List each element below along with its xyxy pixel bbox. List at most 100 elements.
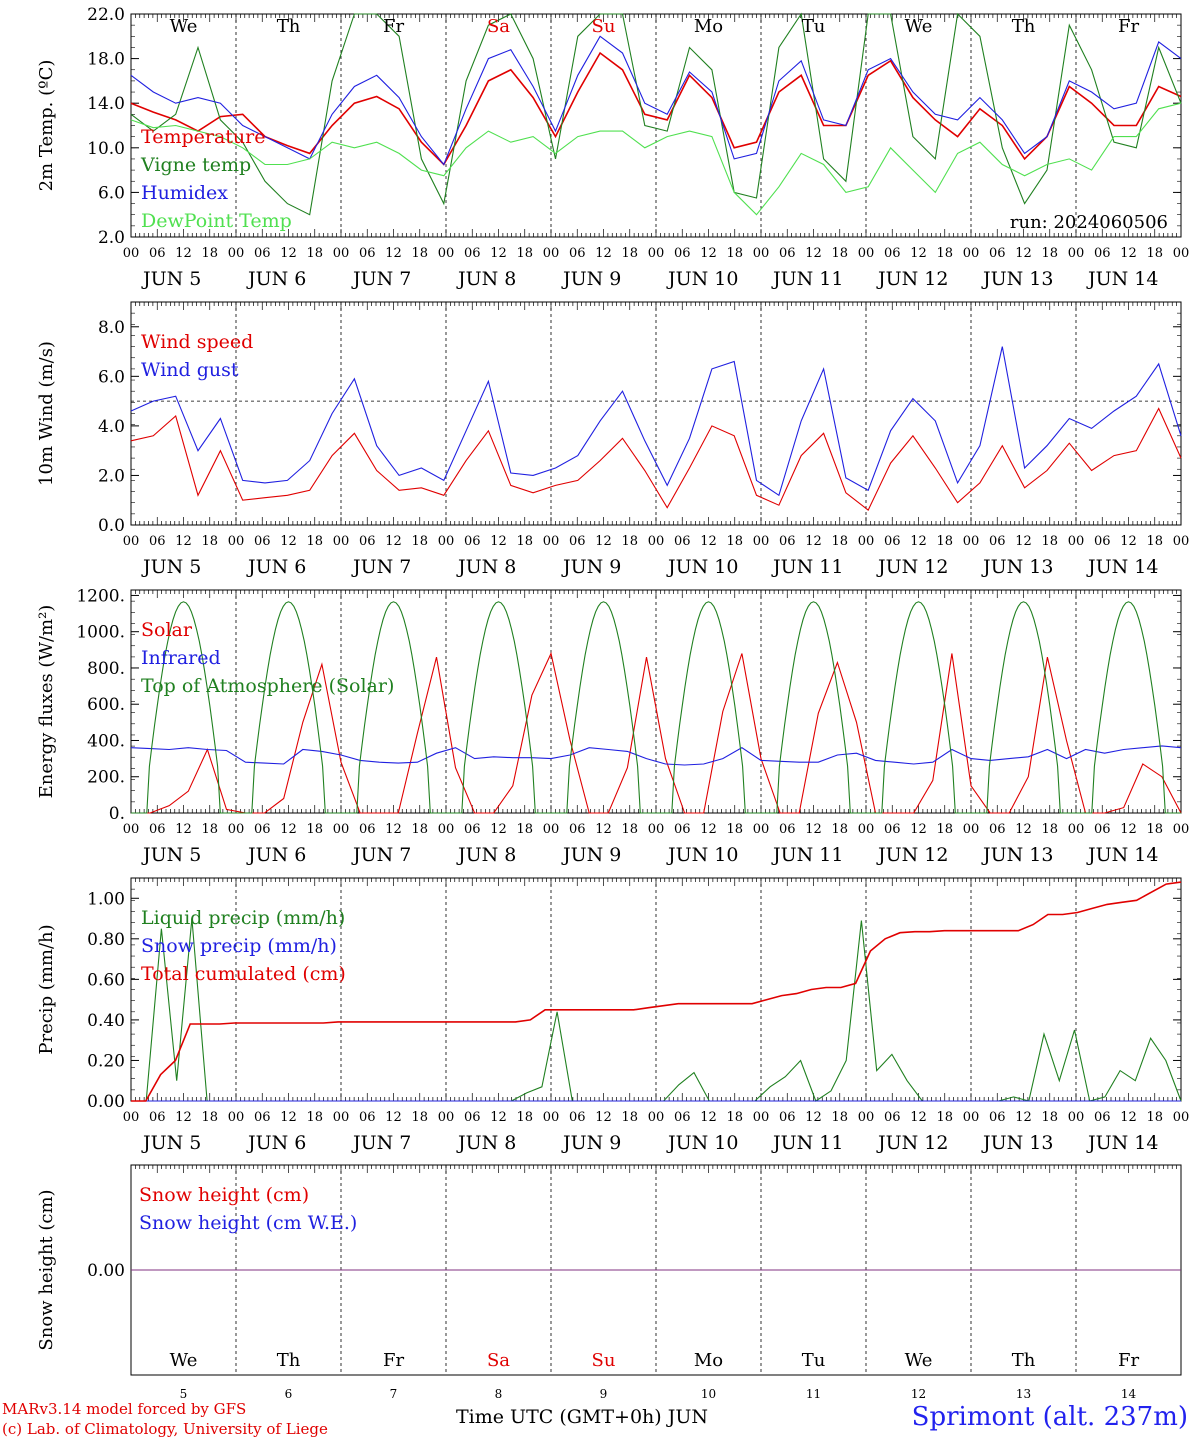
day-name: Mo bbox=[694, 1350, 723, 1371]
hour-tick-label: 06 bbox=[149, 534, 166, 549]
hour-tick-label: 06 bbox=[779, 534, 796, 549]
hour-tick-label: 12 bbox=[280, 822, 297, 837]
hour-tick-label: 12 bbox=[700, 534, 717, 549]
day-name: We bbox=[905, 16, 933, 37]
hour-tick-label: 06 bbox=[254, 534, 271, 549]
x-axis-title: Time UTC (GMT+0h) JUN bbox=[456, 1406, 708, 1428]
hour-tick-label: 18 bbox=[1146, 534, 1163, 549]
hour-tick-label: 06 bbox=[884, 1110, 901, 1125]
day-name: Fr bbox=[1118, 1350, 1139, 1371]
day-name: Sa bbox=[487, 16, 510, 37]
y-tick-label: 0.0 bbox=[98, 516, 125, 536]
hour-tick-label: 00 bbox=[123, 246, 140, 261]
y-tick-label: 8.0 bbox=[98, 318, 125, 338]
hour-tick-label: 06 bbox=[569, 822, 586, 837]
hour-tick-label: 12 bbox=[1015, 246, 1032, 261]
hour-tick-label: 18 bbox=[1146, 1110, 1163, 1125]
legend-entry: Infrared bbox=[141, 647, 221, 669]
hour-tick-label: 06 bbox=[674, 534, 691, 549]
hour-tick-label: 06 bbox=[254, 822, 271, 837]
station-name: Sprimont (alt. 237m) bbox=[911, 1402, 1188, 1432]
y-tick-label: 6.0 bbox=[98, 367, 125, 387]
hour-tick-label: 06 bbox=[779, 822, 796, 837]
hour-tick-label: 00 bbox=[858, 1110, 875, 1125]
hour-tick-label: 18 bbox=[1041, 822, 1058, 837]
hour-tick-label: 00 bbox=[333, 534, 350, 549]
y-tick-label: 200. bbox=[87, 768, 125, 788]
hour-tick-label: 00 bbox=[858, 534, 875, 549]
hour-tick-label: 12 bbox=[490, 534, 507, 549]
hour-tick-label: 00 bbox=[438, 246, 455, 261]
hour-tick-label: 06 bbox=[884, 534, 901, 549]
hour-tick-label: 00 bbox=[228, 534, 245, 549]
series-line-infrared bbox=[130, 745, 1182, 766]
y-tick-label: 0.00 bbox=[87, 1092, 125, 1112]
x-axis-month: JUN bbox=[667, 1406, 709, 1428]
date-label: JUN 11 bbox=[771, 556, 843, 578]
day-name: Th bbox=[1012, 16, 1036, 37]
day-name: We bbox=[170, 1350, 198, 1371]
y-tick-label: 800. bbox=[87, 659, 125, 679]
date-label: JUN 6 bbox=[246, 844, 306, 866]
date-label: JUN 11 bbox=[771, 1132, 843, 1154]
hour-tick-label: 06 bbox=[989, 822, 1006, 837]
hour-tick-label: 18 bbox=[831, 822, 848, 837]
hour-tick-label: 06 bbox=[569, 1110, 586, 1125]
hour-tick-label: 00 bbox=[228, 822, 245, 837]
day-name: Tu bbox=[802, 1350, 826, 1371]
hour-tick-label: 12 bbox=[280, 534, 297, 549]
hour-tick-label: 06 bbox=[569, 534, 586, 549]
date-label: JUN 12 bbox=[876, 556, 948, 578]
day-name: Th bbox=[1012, 1350, 1036, 1371]
y-axis-label: Energy fluxes (W/m²) bbox=[36, 605, 57, 799]
hour-tick-label: 18 bbox=[306, 246, 323, 261]
date-label: JUN 13 bbox=[981, 1132, 1053, 1154]
hour-tick-label: 12 bbox=[385, 534, 402, 549]
hour-tick-label: 18 bbox=[516, 534, 533, 549]
date-label: JUN 9 bbox=[561, 268, 621, 290]
hour-tick-label: 06 bbox=[359, 822, 376, 837]
date-label: JUN 11 bbox=[771, 268, 843, 290]
hour-tick-label: 18 bbox=[411, 822, 428, 837]
hour-tick-label: 18 bbox=[621, 822, 638, 837]
hour-tick-label: 06 bbox=[779, 1110, 796, 1125]
hour-tick-label: 18 bbox=[1041, 246, 1058, 261]
legend-entry: Solar bbox=[141, 619, 193, 641]
y-tick-label: 1000. bbox=[76, 623, 125, 643]
series-line-wind-speed bbox=[130, 407, 1182, 511]
date-label: JUN 14 bbox=[1086, 268, 1158, 290]
date-label: JUN 10 bbox=[666, 556, 738, 578]
date-label: JUN 10 bbox=[666, 268, 738, 290]
hour-tick-label: 18 bbox=[831, 534, 848, 549]
hour-tick-label: 00 bbox=[123, 1110, 140, 1125]
day-name: We bbox=[170, 16, 198, 37]
hour-tick-label: 12 bbox=[595, 246, 612, 261]
hour-tick-label: 06 bbox=[149, 1110, 166, 1125]
series-line-dewpoint-temp bbox=[130, 102, 1182, 216]
hour-tick-label: 18 bbox=[621, 1110, 638, 1125]
day-number: 6 bbox=[285, 1387, 293, 1401]
hour-tick-label: 12 bbox=[805, 1110, 822, 1125]
day-name: Fr bbox=[383, 1350, 404, 1371]
hour-tick-label: 18 bbox=[411, 246, 428, 261]
hour-tick-label: 00 bbox=[333, 246, 350, 261]
day-name: Su bbox=[592, 16, 616, 37]
hour-tick-label: 00 bbox=[228, 246, 245, 261]
day-name: We bbox=[905, 1350, 933, 1371]
hour-tick-label: 18 bbox=[516, 246, 533, 261]
hour-tick-label: 00 bbox=[963, 534, 980, 549]
date-label: JUN 13 bbox=[981, 556, 1053, 578]
hour-tick-label: 00 bbox=[333, 1110, 350, 1125]
hour-tick-label: 12 bbox=[385, 822, 402, 837]
hour-tick-label: 00 bbox=[333, 822, 350, 837]
y-tick-label: 2.0 bbox=[98, 466, 125, 486]
date-label: JUN 8 bbox=[456, 556, 516, 578]
hour-tick-label: 12 bbox=[175, 534, 192, 549]
hour-tick-label: 18 bbox=[831, 246, 848, 261]
hour-tick-label: 00 bbox=[963, 822, 980, 837]
hour-tick-label: 12 bbox=[175, 246, 192, 261]
hour-tick-label: 12 bbox=[700, 246, 717, 261]
day-number: 8 bbox=[495, 1387, 503, 1401]
day-name: Mo bbox=[694, 16, 723, 37]
